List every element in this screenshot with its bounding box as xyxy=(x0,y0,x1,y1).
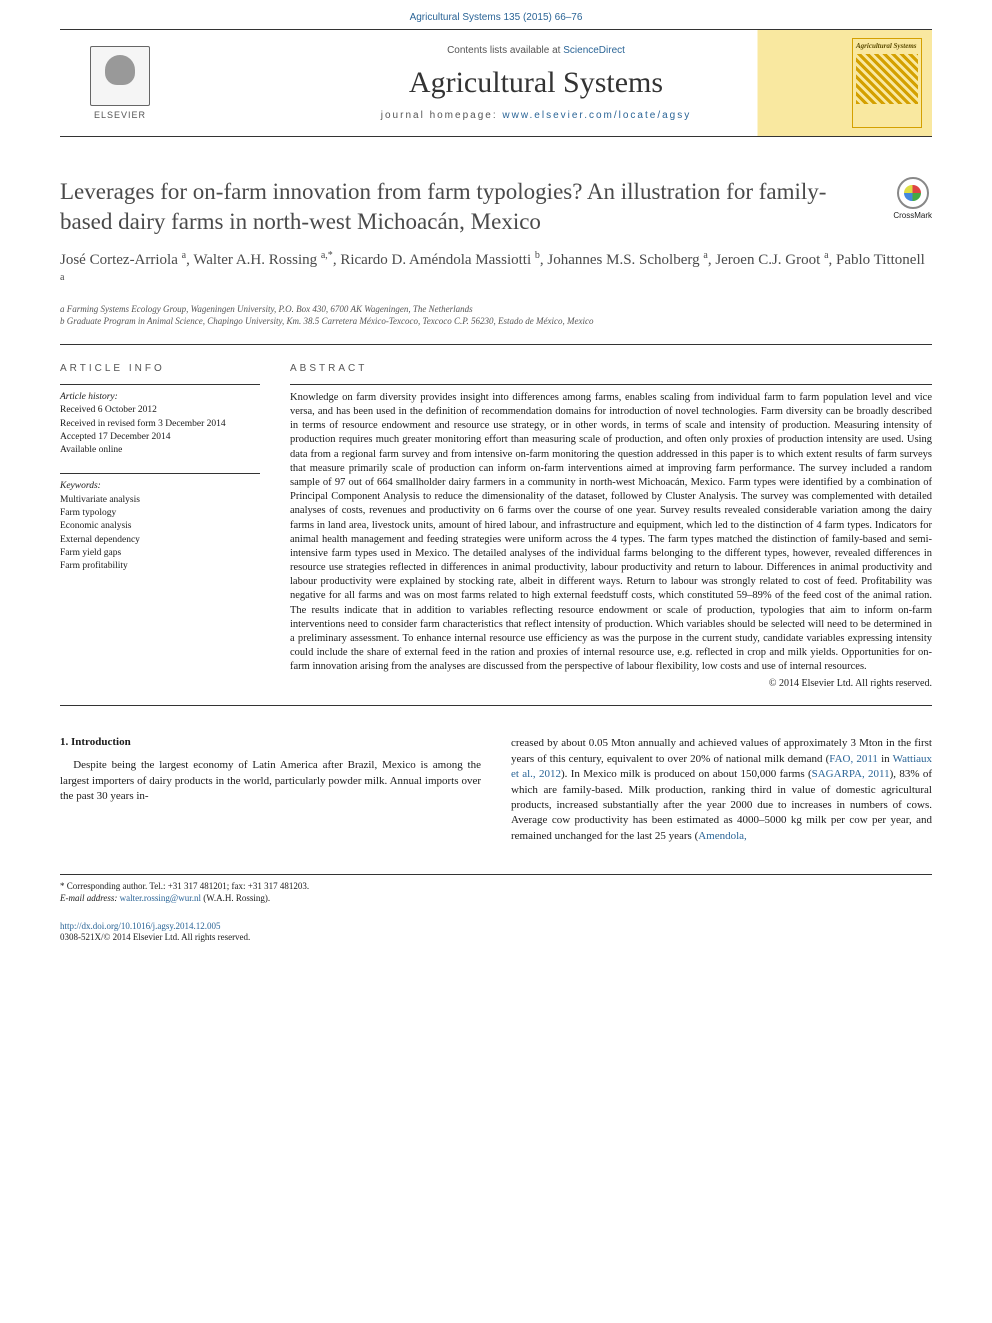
doi-link[interactable]: http://dx.doi.org/10.1016/j.agsy.2014.12… xyxy=(60,921,221,931)
intro-paragraph-left: Despite being the largest economy of Lat… xyxy=(60,758,481,804)
section-divider-2 xyxy=(60,705,932,706)
abstract-column: abstract Knowledge on farm diversity pro… xyxy=(290,363,932,689)
affiliation-b: b Graduate Program in Animal Science, Ch… xyxy=(60,315,932,328)
body-right-column: creased by about 0.05 Mton annually and … xyxy=(511,736,932,844)
cover-art-icon xyxy=(856,54,918,104)
corr-email-label: E-mail address: xyxy=(60,893,120,903)
cover-title: Agricultural Systems xyxy=(856,42,918,50)
masthead: ELSEVIER Contents lists available at Sci… xyxy=(60,29,932,137)
corresponding-author-block: * Corresponding author. Tel.: +31 317 48… xyxy=(60,881,932,904)
info-abstract-row: article info Article history: Received 6… xyxy=(60,363,932,689)
crossmark-icon xyxy=(897,177,929,209)
body-left-column: 1. Introduction Despite being the larges… xyxy=(60,736,481,844)
history-accepted: Accepted 17 December 2014 xyxy=(60,431,260,444)
article-header-row: Leverages for on-farm innovation from fa… xyxy=(60,177,932,237)
article-info-label: article info xyxy=(60,363,260,374)
article-history-block: Article history: Received 6 October 2012… xyxy=(60,384,260,457)
history-revised: Received in revised form 3 December 2014 xyxy=(60,418,260,431)
elsevier-label: ELSEVIER xyxy=(94,110,146,120)
history-online: Available online xyxy=(60,444,260,457)
abstract-copyright: © 2014 Elsevier Ltd. All rights reserved… xyxy=(290,678,932,689)
contents-prefix: Contents lists available at xyxy=(447,45,563,56)
masthead-center: Contents lists available at ScienceDirec… xyxy=(160,45,912,121)
crossmark-badge[interactable]: CrossMark xyxy=(893,177,932,220)
journal-homepage-line: journal homepage: www.elsevier.com/locat… xyxy=(160,110,912,121)
journal-cover-thumbnail: Agricultural Systems xyxy=(852,38,922,128)
corr-email-link[interactable]: walter.rossing@wur.nl xyxy=(120,893,201,903)
journal-name: Agricultural Systems xyxy=(160,66,912,100)
keywords-heading: Keywords: xyxy=(60,480,260,493)
keyword-5: Farm yield gaps xyxy=(60,547,260,560)
affiliation-a: a Farming Systems Ecology Group, Wagenin… xyxy=(60,303,932,316)
corr-email-suffix: (W.A.H. Rossing). xyxy=(201,893,270,903)
elsevier-tree-icon xyxy=(90,46,150,106)
article-front-matter: Leverages for on-farm innovation from fa… xyxy=(60,177,932,706)
page-footer: * Corresponding author. Tel.: +31 317 48… xyxy=(60,874,932,944)
keyword-2: Farm typology xyxy=(60,507,260,520)
doi-block: http://dx.doi.org/10.1016/j.agsy.2014.12… xyxy=(60,921,932,944)
contents-available-line: Contents lists available at ScienceDirec… xyxy=(160,45,912,56)
sciencedirect-link[interactable]: ScienceDirect xyxy=(563,45,625,56)
cite-fao[interactable]: FAO, 2011 xyxy=(829,753,878,765)
running-header: Agricultural Systems 135 (2015) 66–76 xyxy=(0,0,992,29)
abstract-text: Knowledge on farm diversity provides ins… xyxy=(290,384,932,674)
abstract-label: abstract xyxy=(290,363,932,374)
corr-line-1: * Corresponding author. Tel.: +31 317 48… xyxy=(60,881,932,893)
history-received: Received 6 October 2012 xyxy=(60,404,260,417)
keyword-4: External dependency xyxy=(60,534,260,547)
cite-amendola[interactable]: Amendola, xyxy=(698,830,747,842)
section-1-heading: 1. Introduction xyxy=(60,736,481,748)
issn-copyright: 0308-521X/© 2014 Elsevier Ltd. All right… xyxy=(60,932,250,942)
elsevier-logo: ELSEVIER xyxy=(80,38,160,128)
authors-line: José Cortez-Arriola a, Walter A.H. Rossi… xyxy=(60,249,932,293)
homepage-prefix: journal homepage: xyxy=(381,110,503,121)
keywords-block: Keywords: Multivariate analysis Farm typ… xyxy=(60,473,260,573)
affiliations: a Farming Systems Ecology Group, Wagenin… xyxy=(60,303,932,328)
corr-email-line: E-mail address: walter.rossing@wur.nl (W… xyxy=(60,893,932,905)
article-info-column: article info Article history: Received 6… xyxy=(60,363,260,689)
section-divider xyxy=(60,344,932,345)
article-title: Leverages for on-farm innovation from fa… xyxy=(60,177,893,237)
body-columns: 1. Introduction Despite being the larges… xyxy=(60,736,932,844)
intro-paragraph-right: creased by about 0.05 Mton annually and … xyxy=(511,736,932,844)
keyword-3: Economic analysis xyxy=(60,520,260,533)
crossmark-label: CrossMark xyxy=(893,211,932,220)
keyword-1: Multivariate analysis xyxy=(60,494,260,507)
keyword-6: Farm profitability xyxy=(60,560,260,573)
history-heading: Article history: xyxy=(60,391,260,404)
journal-homepage-link[interactable]: www.elsevier.com/locate/agsy xyxy=(502,110,691,121)
cite-sagarpa[interactable]: SAGARPA, 2011 xyxy=(812,768,890,780)
